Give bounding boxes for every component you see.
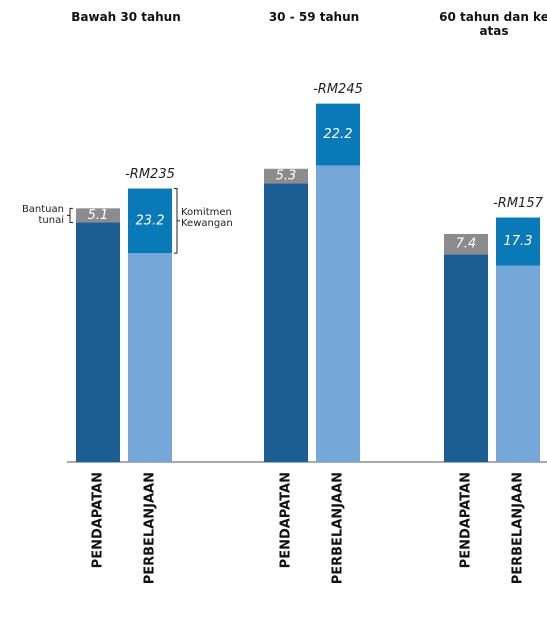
- segment-label: 23.2: [136, 213, 165, 228]
- bar-base: [316, 165, 360, 462]
- bar-base: [128, 253, 172, 462]
- bar-base: [496, 265, 540, 462]
- bar-label: PERBELANJAAN: [511, 472, 526, 584]
- segment-label: 7.4: [456, 237, 477, 252]
- gap-annotation: -RM157: [493, 196, 543, 211]
- segment-label: 22.2: [324, 127, 353, 142]
- gap-annotation: -RM245: [313, 82, 363, 97]
- gap-annotation: -RM235: [125, 167, 175, 182]
- bar-label: PENDAPATAN: [459, 472, 474, 568]
- bar-label: PENDAPATAN: [91, 472, 106, 568]
- segment-note: Bantuan tunai: [21, 204, 64, 227]
- group-title: 60 tahun dan ke atas: [439, 10, 547, 38]
- bracket: [67, 207, 73, 224]
- bar-base: [264, 183, 308, 463]
- bar-label: PENDAPATAN: [279, 472, 294, 568]
- bar-top: [128, 188, 172, 254]
- bar-label: PERBELANJAAN: [143, 472, 158, 584]
- bar-top: [444, 233, 488, 255]
- bracket: [174, 188, 180, 254]
- group-title: Bawah 30 tahun: [71, 10, 181, 24]
- bar-top: [496, 217, 540, 266]
- segment-label: 17.3: [504, 234, 533, 249]
- bar-top: [264, 168, 308, 184]
- bar-label: PERBELANJAAN: [331, 472, 346, 584]
- segment-label: 5.1: [88, 208, 109, 223]
- bar-base: [444, 254, 488, 462]
- segment-note: Komitmen Kewangan: [181, 206, 233, 229]
- segment-label: 5.3: [276, 169, 297, 184]
- group-title: 30 - 59 tahun: [268, 10, 360, 24]
- bar-top: [76, 208, 120, 223]
- bar-base: [76, 222, 120, 462]
- bar-top: [316, 103, 360, 166]
